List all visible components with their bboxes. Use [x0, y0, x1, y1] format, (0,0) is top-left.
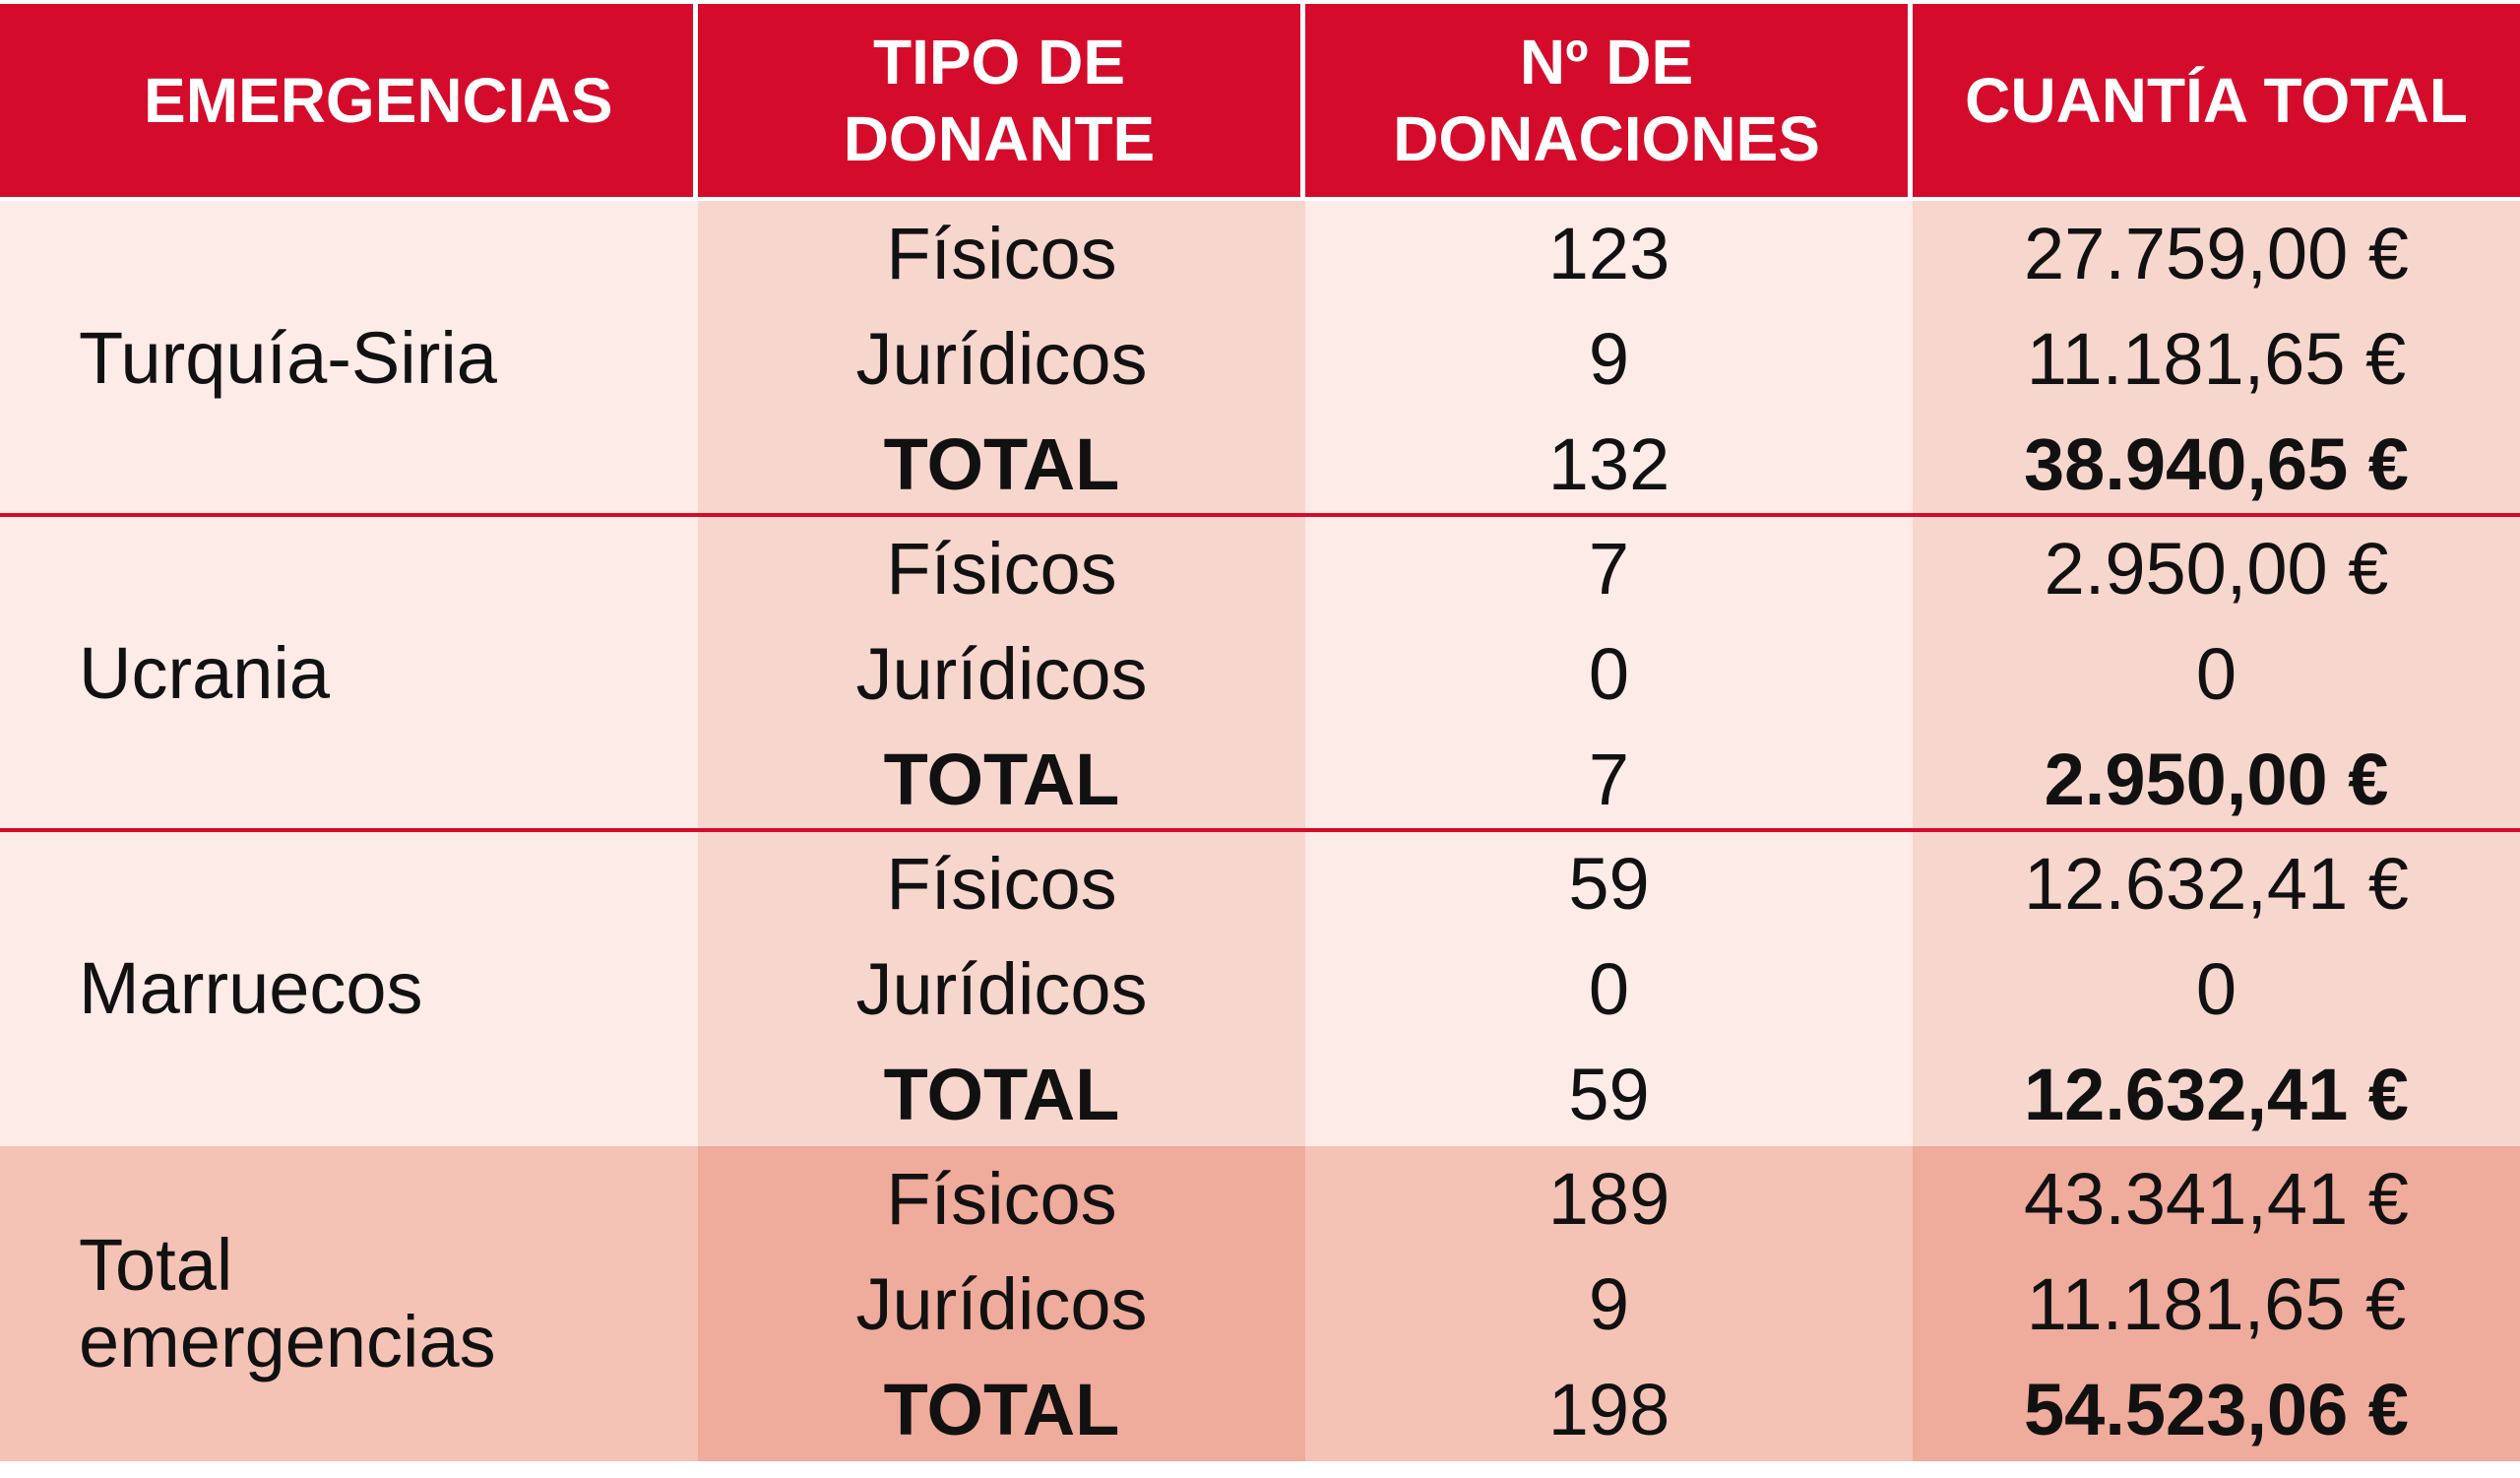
amount-cell: 27.759,00 € [2024, 213, 2409, 294]
donor-type-cell: Jurídicos [855, 633, 1148, 715]
donor-type-cell: Físicos [886, 1158, 1117, 1240]
amount-total-cell: 38.940,65 € [2024, 423, 2409, 505]
amount-cell: 11.181,65 € [2026, 1263, 2407, 1345]
emergency-name: Turquía-Siria [79, 317, 497, 399]
donor-type-cell: Jurídicos [855, 948, 1148, 1030]
header-emergencias: EMERGENCIAS [0, 4, 693, 197]
donor-type-cell: Jurídicos [855, 1263, 1148, 1345]
amount-cell: 11.181,65 € [2026, 318, 2407, 400]
header-num-donaciones: Nº DE DONACIONES [1305, 4, 1908, 197]
group-divider [0, 828, 2520, 832]
group-divider [0, 513, 2520, 517]
donation-count-cell: 189 [1547, 1158, 1670, 1240]
donor-type-cell: Jurídicos [855, 318, 1148, 400]
donation-count-cell: 59 [1568, 1054, 1650, 1135]
amount-cell: 43.341,41 € [2024, 1158, 2409, 1240]
table-group: Marruecos Físicos Jurídicos TOTAL 59 0 5… [0, 831, 2520, 1146]
donation-count-cell: 123 [1547, 213, 1670, 294]
donor-type-total-cell: TOTAL [883, 423, 1120, 505]
donation-count-cell: 132 [1547, 423, 1670, 505]
donation-count-cell: 59 [1568, 843, 1650, 925]
donor-type-total-cell: TOTAL [883, 1369, 1120, 1450]
donation-count-cell: 9 [1588, 1263, 1630, 1345]
emergency-name: Total emergencias [79, 1224, 496, 1382]
amount-total-cell: 2.950,00 € [2044, 739, 2389, 820]
donor-type-total-cell: TOTAL [883, 1054, 1120, 1135]
donation-count-cell: 9 [1588, 318, 1630, 400]
amount-cell: 0 [2195, 948, 2237, 1030]
donation-count-cell: 198 [1547, 1369, 1670, 1450]
donor-type-cell: Físicos [886, 843, 1117, 925]
header-tipo-donante: TIPO DE DONANTE [698, 4, 1300, 197]
emergency-name: Marruecos [79, 947, 423, 1029]
header-cuantia-total: CUANTÍA TOTAL [1913, 4, 2520, 197]
table-group: Ucrania Físicos Jurídicos TOTAL 7 0 7 2.… [0, 516, 2520, 831]
amount-total-cell: 12.632,41 € [2024, 1054, 2409, 1135]
donation-count-cell: 7 [1588, 528, 1630, 610]
table-group-totals: Total emergencias Físicos Jurídicos TOTA… [0, 1146, 2520, 1461]
amount-cell: 0 [2195, 633, 2237, 715]
donor-type-cell: Físicos [886, 213, 1117, 294]
table-header: EMERGENCIAS TIPO DE DONANTE Nº DE DONACI… [0, 0, 2520, 201]
donation-count-cell: 0 [1588, 948, 1630, 1030]
amount-total-cell: 54.523,06 € [2024, 1369, 2409, 1450]
amount-cell: 12.632,41 € [2024, 843, 2409, 925]
donation-count-cell: 0 [1588, 633, 1630, 715]
emergency-name: Ucrania [79, 632, 330, 714]
donor-type-total-cell: TOTAL [883, 739, 1120, 820]
table-group: Turquía-Siria Físicos Jurídicos TOTAL 12… [0, 201, 2520, 516]
donor-type-cell: Físicos [886, 528, 1117, 610]
donation-count-cell: 7 [1588, 739, 1630, 820]
amount-cell: 2.950,00 € [2044, 528, 2389, 610]
